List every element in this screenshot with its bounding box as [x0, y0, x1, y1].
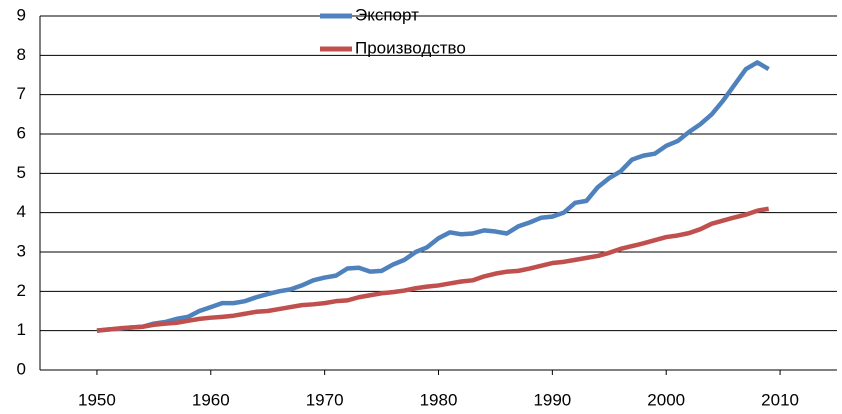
y-tick-label: 5	[17, 163, 26, 182]
y-tick-label: 9	[17, 5, 26, 24]
y-tick-label: 6	[17, 123, 26, 142]
y-tick-label: 4	[17, 202, 26, 221]
line-series	[96, 60, 770, 333]
y-tick-label: 3	[17, 241, 26, 260]
y-tick-label: 7	[17, 84, 26, 103]
x-tick-label: 2000	[647, 390, 685, 409]
y-tick-label: 8	[17, 45, 26, 64]
y-tick-label: 2	[17, 281, 26, 300]
x-tick-label: 1990	[533, 390, 571, 409]
y-tick-label: 1	[17, 320, 26, 339]
legend-label: Экспорт	[355, 5, 419, 24]
x-tick-label: 2010	[761, 390, 799, 409]
x-tick-label: 1980	[420, 390, 458, 409]
line-series	[96, 206, 770, 333]
legend-label: Производство	[355, 38, 466, 57]
x-tick-label: 1950	[78, 390, 116, 409]
x-tick-label: 1970	[306, 390, 344, 409]
x-tick-label: 1960	[192, 390, 230, 409]
y-tick-label: 0	[17, 359, 26, 378]
